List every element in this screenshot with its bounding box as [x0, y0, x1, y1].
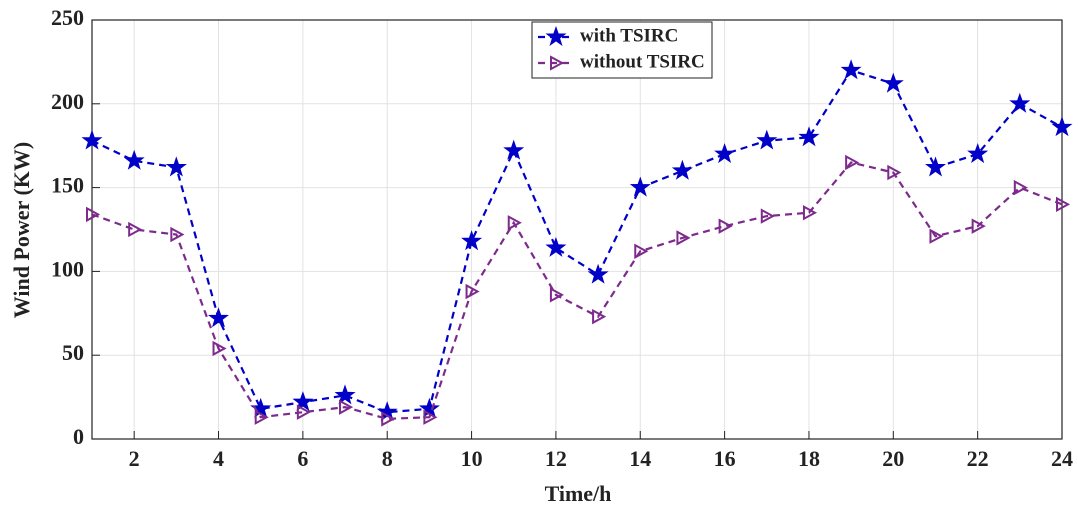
x-tick-label: 18 [798, 446, 820, 471]
point-marker [465, 283, 480, 300]
y-axis-label: Wind Power (KW) [9, 142, 34, 318]
point-marker [423, 409, 438, 425]
point-marker [418, 397, 440, 418]
y-tick-label: 50 [62, 340, 84, 365]
point-marker [128, 221, 143, 238]
point-marker [634, 243, 649, 259]
point-marker [671, 159, 693, 180]
point-marker [507, 215, 522, 231]
point-marker [503, 139, 525, 160]
y-tick-label: 150 [51, 173, 84, 198]
point-marker [1056, 196, 1071, 213]
x-tick-label: 22 [967, 446, 989, 471]
point-marker [170, 226, 185, 243]
x-tick-label: 14 [629, 446, 651, 471]
point-marker [971, 218, 986, 234]
x-tick-label: 2 [129, 446, 140, 471]
point-marker [760, 208, 775, 224]
point-marker [1013, 179, 1028, 196]
point-marker [254, 409, 269, 425]
point-marker [629, 176, 651, 197]
x-tick-label: 24 [1051, 446, 1073, 471]
plot-frame [91, 19, 1063, 440]
point-marker [802, 205, 818, 221]
legend-marker [545, 25, 567, 46]
x-tick-label: 16 [714, 446, 736, 471]
point-marker [461, 230, 483, 251]
point-marker [545, 236, 567, 257]
point-marker [1009, 92, 1031, 113]
x-tick-label: 8 [382, 446, 393, 471]
point-marker [845, 154, 860, 171]
point-marker [165, 156, 187, 177]
point-marker [381, 411, 396, 427]
series-line [91, 68, 1063, 414]
point-marker [925, 156, 946, 177]
point-marker [208, 307, 229, 328]
legend-label: without TSIRC [580, 51, 705, 72]
point-marker [676, 230, 691, 246]
x-tick-label: 10 [461, 446, 483, 471]
y-tick-label: 200 [51, 89, 84, 114]
x-tick-label: 4 [213, 446, 224, 471]
point-marker [549, 287, 565, 303]
point-marker [81, 129, 103, 150]
point-marker [296, 404, 311, 420]
point-marker [587, 263, 609, 284]
point-marker [756, 129, 778, 150]
point-marker [334, 384, 356, 405]
grid [92, 19, 1063, 440]
point-marker [929, 228, 944, 244]
point-marker [967, 143, 989, 164]
x-tick-label: 6 [297, 446, 308, 471]
point-marker [840, 59, 862, 80]
legend-marker [550, 55, 565, 71]
x-axis-label: Time/h [545, 481, 612, 506]
x-tick-label: 12 [545, 446, 567, 471]
y-tick-label: 250 [51, 5, 84, 30]
x-tick-label: 20 [882, 446, 904, 471]
point-marker [212, 340, 227, 357]
point-marker [887, 164, 902, 181]
point-marker [1051, 116, 1073, 137]
point-marker [339, 399, 354, 415]
legend: with TSIRC without TSIRC [531, 21, 713, 79]
point-marker [718, 218, 733, 234]
legend-box [531, 21, 713, 79]
point-marker [714, 143, 736, 164]
point-marker [292, 391, 314, 412]
y-tick-label: 100 [51, 256, 84, 281]
point-marker [882, 72, 904, 93]
series-line [91, 161, 1063, 420]
point-marker [592, 308, 607, 325]
point-marker [123, 149, 145, 170]
point-marker [86, 206, 101, 223]
legend-label: with TSIRC [580, 25, 678, 46]
y-tick-label: 0 [73, 424, 84, 449]
point-marker [798, 126, 820, 147]
